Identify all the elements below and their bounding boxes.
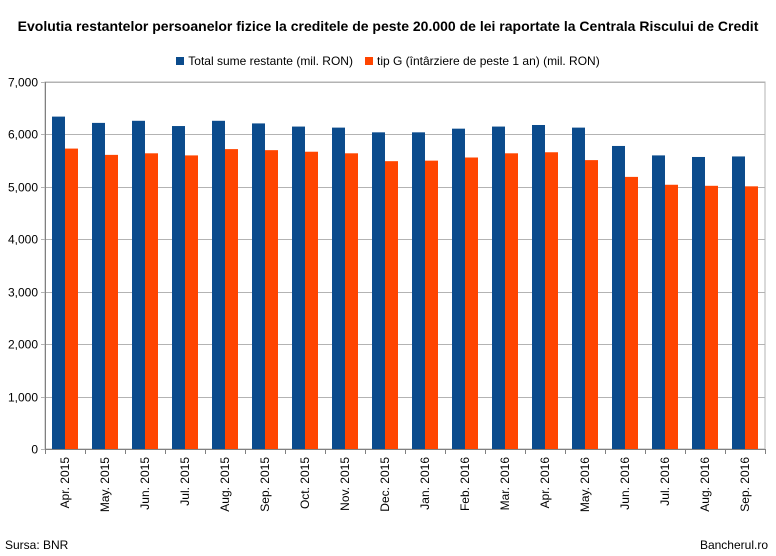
bar-total bbox=[212, 120, 225, 449]
bar-tip-g bbox=[625, 176, 638, 449]
legend-label-total: Total sume restante (mil. RON) bbox=[188, 54, 353, 68]
y-tick-label: 6,000 bbox=[8, 128, 38, 142]
y-tick-label: 3,000 bbox=[8, 286, 38, 300]
bar-tip-g bbox=[145, 153, 158, 449]
x-tick-label: Aug. 2015 bbox=[218, 457, 232, 512]
legend: Total sume restante (mil. RON) tip G (în… bbox=[0, 53, 776, 69]
bar-total bbox=[612, 145, 625, 449]
bar-total bbox=[252, 123, 265, 449]
x-tick-label: Apr. 2016 bbox=[538, 457, 552, 509]
x-tick-label: Aug. 2016 bbox=[698, 457, 712, 512]
bar-tip-g bbox=[665, 184, 678, 449]
bar-tip-g bbox=[385, 161, 398, 449]
y-tick-label: 1,000 bbox=[8, 391, 38, 405]
bar-tip-g bbox=[465, 157, 478, 450]
x-tick-label: Jun. 2015 bbox=[138, 457, 152, 510]
bar-tip-g bbox=[585, 160, 598, 449]
y-tick-label: 0 bbox=[31, 443, 38, 457]
bar-total bbox=[92, 122, 105, 449]
bar-total bbox=[452, 128, 465, 449]
bar-total bbox=[692, 156, 705, 450]
bar-total bbox=[372, 132, 385, 449]
bar-tip-g bbox=[345, 153, 358, 449]
bar-total bbox=[292, 126, 305, 450]
bar-total bbox=[52, 116, 65, 450]
bar-tip-g bbox=[105, 154, 118, 449]
bar-tip-g bbox=[425, 160, 438, 449]
legend-item-total: Total sume restante (mil. RON) bbox=[176, 54, 353, 68]
source-note: Sursa: BNR bbox=[5, 538, 69, 552]
bar-tip-g bbox=[745, 186, 758, 449]
x-tick-label: Sep. 2015 bbox=[258, 457, 272, 512]
legend-label-tip-g: tip G (întârziere de peste 1 an) (mil. R… bbox=[376, 54, 600, 68]
legend-swatch-total bbox=[176, 57, 185, 65]
bar-total bbox=[412, 132, 425, 449]
bar-total bbox=[652, 155, 665, 449]
x-tick-label: Jan. 2016 bbox=[418, 457, 432, 510]
bar-total bbox=[492, 126, 505, 450]
x-tick-label: Jul. 2016 bbox=[658, 457, 672, 506]
y-tick-label: 2,000 bbox=[8, 338, 38, 352]
legend-item-tip-g: tip G (întârziere de peste 1 an) (mil. R… bbox=[364, 54, 600, 68]
x-tick-label: Feb. 2016 bbox=[458, 457, 472, 511]
bar-total bbox=[172, 126, 185, 449]
bar-tip-g bbox=[305, 151, 318, 450]
x-tick-label: Sep. 2016 bbox=[738, 457, 752, 512]
bar-tip-g bbox=[505, 153, 518, 449]
y-tick-label: 4,000 bbox=[8, 233, 38, 247]
brand-label: Bancherul.ro bbox=[699, 538, 768, 552]
legend-swatch-tip-g bbox=[364, 57, 373, 65]
bar-total bbox=[572, 127, 585, 449]
x-tick-label: Oct. 2015 bbox=[298, 457, 312, 509]
x-tick-label: May. 2015 bbox=[98, 457, 112, 512]
y-tick-label: 5,000 bbox=[8, 181, 38, 195]
x-tick-label: Jul. 2015 bbox=[178, 457, 192, 506]
bar-tip-g bbox=[545, 152, 558, 450]
x-tick-label: Jun. 2016 bbox=[618, 457, 632, 510]
x-tick-label: Apr. 2015 bbox=[58, 457, 72, 509]
bar-total bbox=[732, 156, 745, 449]
bar-total bbox=[332, 127, 345, 449]
bar-tip-g bbox=[185, 155, 198, 449]
x-tick-label: Nov. 2015 bbox=[338, 457, 352, 511]
chart-title: Evolutia restantelor persoanelor fizice … bbox=[17, 18, 759, 34]
bar-tip-g bbox=[265, 150, 278, 449]
bar-tip-g bbox=[225, 149, 238, 449]
bar-total bbox=[132, 120, 145, 449]
x-tick-label: Mar. 2016 bbox=[498, 457, 512, 511]
x-tick-label: Dec. 2015 bbox=[378, 457, 392, 512]
x-tick-label: May. 2016 bbox=[578, 457, 592, 512]
bar-tip-g bbox=[705, 185, 718, 449]
bar-total bbox=[532, 124, 545, 450]
y-tick-label: 7,000 bbox=[8, 76, 38, 90]
bar-tip-g bbox=[65, 148, 78, 449]
